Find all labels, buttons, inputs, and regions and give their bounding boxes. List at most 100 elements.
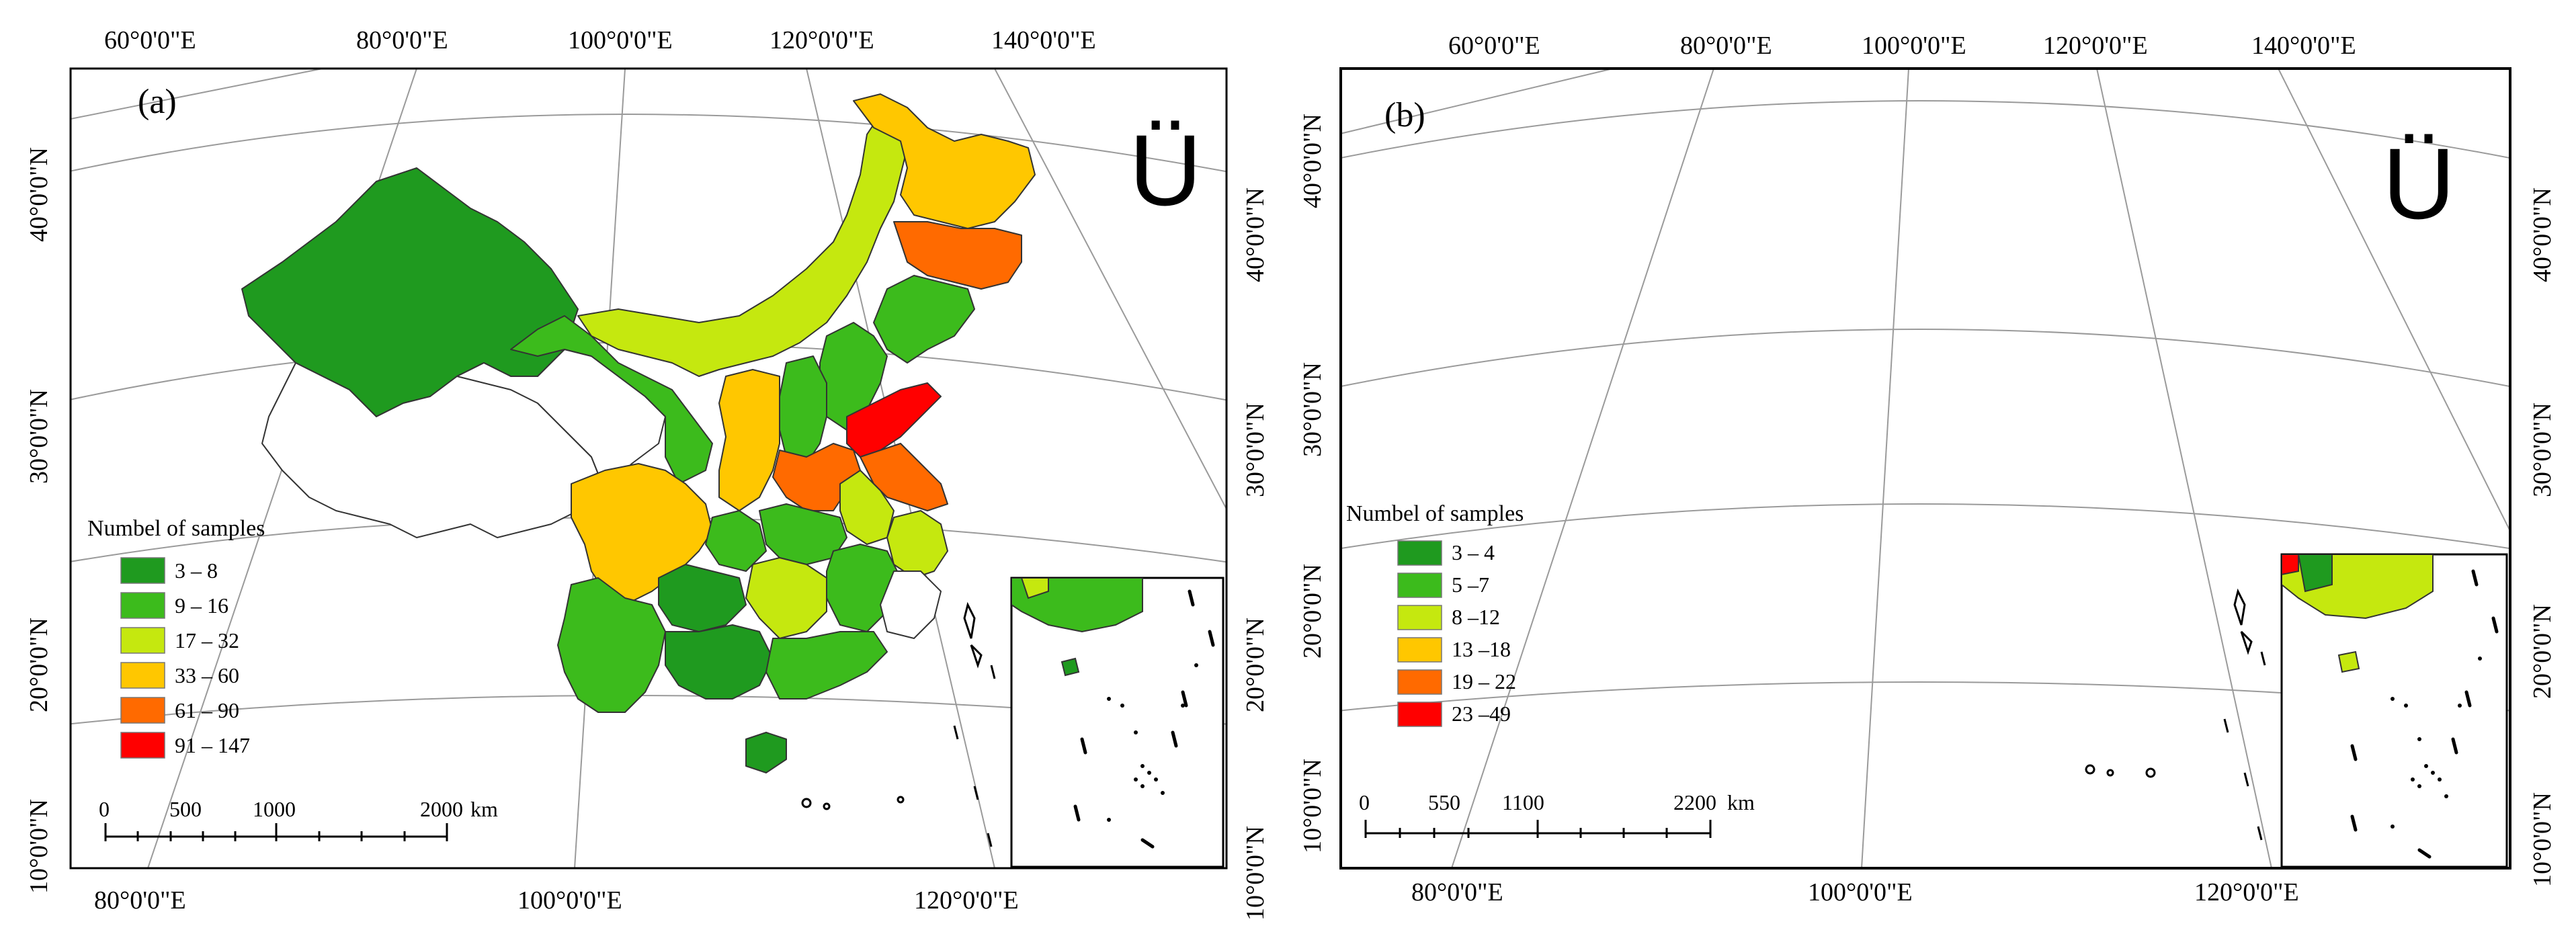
scale-label: 0 bbox=[99, 797, 110, 821]
inset-dash-line bbox=[2350, 569, 2499, 859]
region-guangdong bbox=[765, 631, 888, 700]
legend-label: 23 –49 bbox=[1452, 702, 1511, 726]
scale-label: 2200 bbox=[1673, 790, 1716, 814]
bottom-tick-label: 120°0'0"E bbox=[914, 886, 1019, 915]
left-tick-label: 20°0'0"N bbox=[25, 618, 53, 712]
right-tick-label: 30°0'0"N bbox=[2528, 403, 2557, 497]
legend-swatch bbox=[120, 557, 165, 584]
top-tick-label: 140°0'0"E bbox=[991, 26, 1096, 54]
region-shanxi bbox=[2114, 356, 2161, 464]
region-zhejiang bbox=[2221, 511, 2282, 578]
left-tick-label: 10°0'0"N bbox=[25, 799, 53, 894]
right-tick-label: 20°0'0"N bbox=[1241, 618, 1270, 712]
legend-label: 9 – 16 bbox=[175, 593, 228, 618]
right-tick-label: 40°0'0"N bbox=[2528, 187, 2557, 282]
right-tick-label: 20°0'0"N bbox=[2528, 604, 2557, 699]
graticule bbox=[1341, 69, 2510, 868]
scale-bar: 0 550 1100 2200 km bbox=[1359, 790, 1755, 838]
legend-label: 5 –7 bbox=[1452, 573, 1489, 597]
region-guangxi bbox=[1999, 625, 2107, 699]
region-hunan bbox=[745, 557, 827, 639]
top-tick-label: 120°0'0"E bbox=[2043, 32, 2148, 60]
legend-label: 13 –18 bbox=[1452, 637, 1511, 661]
bottom-ticks: 80°0'0"E 100°0'0"E 120°0'0"E bbox=[94, 886, 1019, 915]
legend-swatch bbox=[120, 592, 165, 619]
region-gansu bbox=[1845, 316, 2046, 484]
region-sichuan bbox=[1905, 464, 2046, 605]
legend-swatch bbox=[1397, 637, 1442, 663]
provinces bbox=[241, 93, 1036, 773]
left-tick-label: 30°0'0"N bbox=[1298, 362, 1327, 457]
region-guizhou bbox=[658, 564, 747, 632]
top-tick-label: 140°0'0"E bbox=[2251, 32, 2356, 60]
legend-title: Numbel of samples bbox=[1346, 501, 1524, 526]
legend-label: 17 – 32 bbox=[175, 628, 239, 652]
legend-label: 91 – 147 bbox=[175, 733, 250, 757]
region-guizhou bbox=[1993, 564, 2080, 632]
region-liaoning bbox=[873, 275, 975, 364]
region-chongqing bbox=[705, 510, 767, 572]
inset-hainan bbox=[1061, 657, 1080, 677]
region-xinjiang bbox=[1576, 168, 1912, 417]
top-ticks: 60°0'0"E 80°0'0"E 100°0'0"E 120°0'0"E 14… bbox=[1448, 32, 2356, 60]
legend-title: Numbel of samples bbox=[87, 516, 265, 541]
region-jilin bbox=[2228, 222, 2356, 289]
region-hubei bbox=[759, 503, 847, 565]
legend-label: 3 – 8 bbox=[175, 558, 218, 583]
right-tick-label: 10°0'0"N bbox=[2528, 792, 2557, 887]
north-arrow-icon: Ü bbox=[2382, 127, 2455, 240]
scale-label: 1000 bbox=[253, 797, 296, 821]
top-tick-label: 80°0'0"E bbox=[1680, 32, 1772, 60]
region-shanxi bbox=[779, 355, 827, 464]
region-yunnan bbox=[1892, 578, 1999, 712]
region-hunan bbox=[2080, 558, 2161, 638]
inset-dash-line bbox=[1073, 589, 1215, 849]
legend: Numbel of samples 3 – 8 9 – 16 17 – 32 3… bbox=[87, 516, 265, 759]
left-tick-label: 40°0'0"N bbox=[25, 147, 53, 242]
region-shaanxi bbox=[718, 369, 780, 511]
inset-hainan bbox=[2337, 650, 2360, 673]
map-panel-b: (b) Ü 60°0'0"E 80°0'0"E 100°0'0"E 120°0'… bbox=[1298, 32, 2557, 906]
north-arrow-icon: Ü bbox=[1129, 114, 1202, 226]
legend-label: 19 – 22 bbox=[1452, 669, 1516, 693]
region-heilongjiang bbox=[853, 93, 1036, 229]
right-tick-label: 40°0'0"N bbox=[1241, 187, 1270, 282]
map-frame bbox=[69, 67, 1228, 870]
legend-label: 3 – 4 bbox=[1452, 540, 1495, 564]
bottom-tick-label: 80°0'0"E bbox=[1411, 878, 1503, 906]
top-ticks: 60°0'0"E 80°0'0"E 100°0'0"E 120°0'0"E 14… bbox=[104, 26, 1096, 54]
bottom-tick-label: 100°0'0"E bbox=[517, 886, 622, 915]
inset-islands bbox=[1107, 663, 1198, 822]
region-liaoning bbox=[2208, 276, 2309, 363]
scale-label: 2000 bbox=[420, 797, 463, 821]
outlying-islands bbox=[2085, 588, 2266, 841]
region-inner-mongolia bbox=[577, 114, 908, 377]
right-ticks: 40°0'0"N 30°0'0"N 20°0'0"N 10°0'0"N bbox=[1241, 187, 1270, 921]
right-tick-label: 30°0'0"N bbox=[1241, 403, 1270, 497]
scale-label: 550 bbox=[1428, 790, 1460, 814]
region-anhui bbox=[2174, 470, 2228, 544]
legend-swatch bbox=[1397, 605, 1442, 630]
top-tick-label: 120°0'0"E bbox=[770, 26, 874, 54]
left-tick-label: 30°0'0"N bbox=[25, 389, 53, 484]
region-tibet bbox=[261, 362, 606, 538]
legend-swatch bbox=[120, 662, 165, 689]
region-fujian bbox=[880, 570, 942, 639]
region-heilongjiang bbox=[2188, 94, 2369, 228]
region-qinghai bbox=[1791, 349, 1999, 491]
region-jiangsu bbox=[2194, 443, 2282, 511]
scale-label: 0 bbox=[1359, 790, 1370, 814]
legend-swatch bbox=[120, 697, 165, 724]
region-inner-mongolia bbox=[1912, 114, 2241, 376]
region-shandong bbox=[2181, 383, 2275, 457]
bottom-tick-label: 100°0'0"E bbox=[1808, 878, 1913, 906]
bottom-tick-label: 120°0'0"E bbox=[2194, 878, 2299, 906]
provinces bbox=[1576, 94, 2369, 773]
region-jilin bbox=[893, 221, 1022, 290]
panel-label: (b) bbox=[1384, 96, 1425, 134]
legend: Numbel of samples 3 – 4 5 –7 8 –12 13 –1… bbox=[1346, 501, 1524, 727]
region-zhejiang bbox=[886, 510, 948, 579]
region-yunnan bbox=[557, 577, 666, 713]
inset-south-china-sea bbox=[1010, 577, 1224, 868]
